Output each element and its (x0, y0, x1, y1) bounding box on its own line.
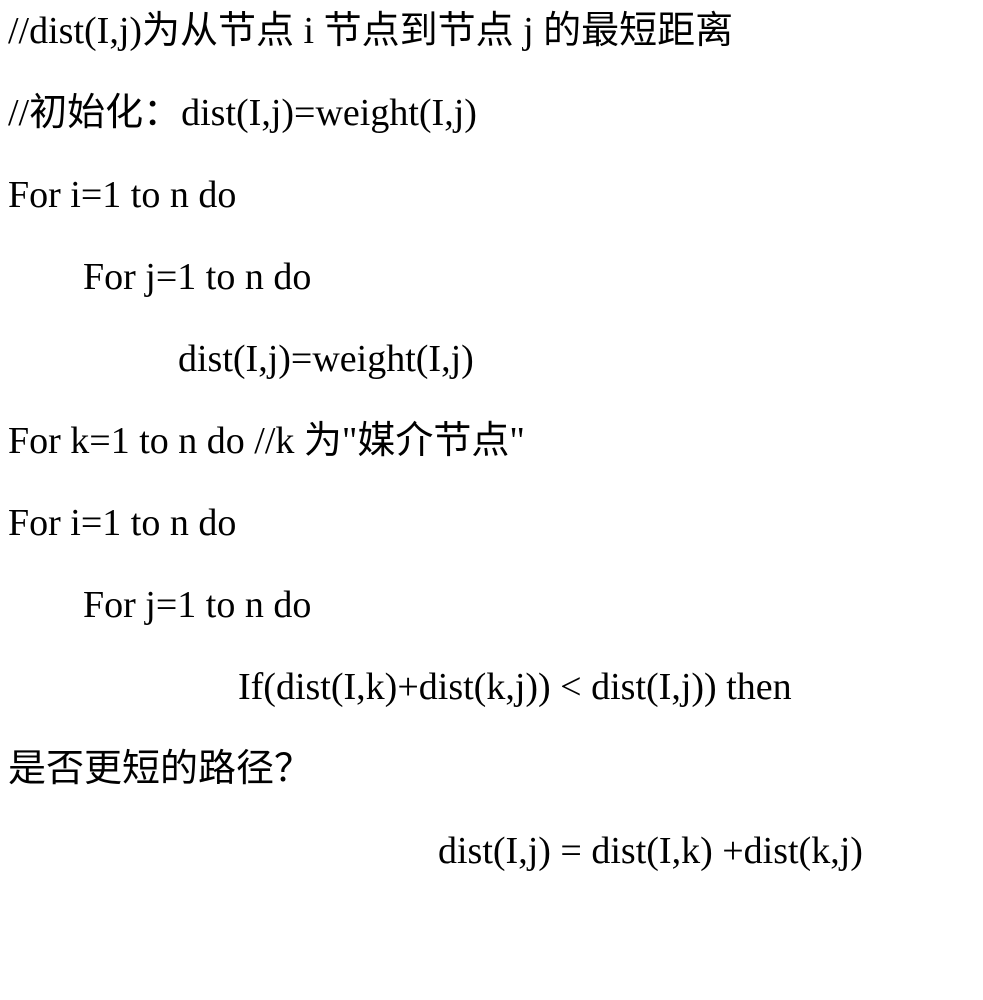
code-line: dist(I,j) = dist(I,k) +dist(k,j) (8, 832, 975, 870)
code-line: //dist(I,j)为从节点 i 节点到节点 j 的最短距离 (8, 12, 975, 50)
code-line: dist(I,j)=weight(I,j) (8, 340, 975, 378)
code-line: For j=1 to n do (8, 586, 975, 624)
code-line: If(dist(I,k)+dist(k,j)) < dist(I,j)) the… (8, 668, 975, 706)
code-line: For j=1 to n do (8, 258, 975, 296)
code-document: //dist(I,j)为从节点 i 节点到节点 j 的最短距离 //初始化：di… (0, 0, 983, 870)
code-line: 是否更短的路径？ (8, 750, 975, 788)
code-line: For k=1 to n do //k 为"媒介节点" (8, 422, 975, 460)
code-line: For i=1 to n do (8, 176, 975, 214)
code-line: For i=1 to n do (8, 504, 975, 542)
code-line: //初始化：dist(I,j)=weight(I,j) (8, 94, 975, 132)
